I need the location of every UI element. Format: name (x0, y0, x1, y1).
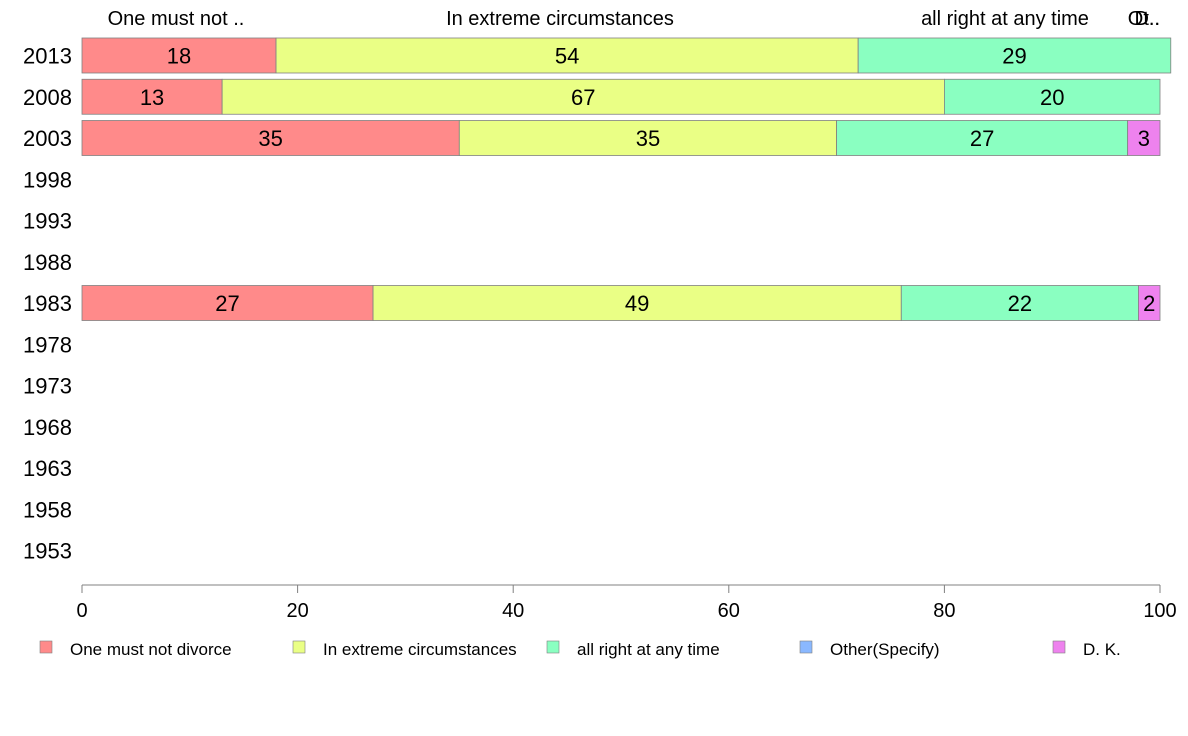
legend: One must not divorce In extreme circumsta… (39, 640, 1121, 659)
bar-segment (275, 37, 859, 74)
bar-segment (1127, 120, 1161, 156)
y-tick-label: 2003 (23, 126, 72, 151)
bar-segment (372, 285, 902, 321)
bar-segment (944, 78, 1161, 115)
bar-value-label: 67 (571, 85, 595, 110)
bar-segment (1138, 285, 1161, 321)
legend-swatch (1052, 640, 1066, 654)
y-tick-label: 2013 (23, 44, 72, 69)
bar-value-label: 54 (555, 44, 579, 69)
y-tick-label: 1993 (23, 209, 72, 234)
legend-label: In extreme circumstances (323, 640, 517, 659)
bar-value-label: 29 (1002, 44, 1026, 69)
x-tick-label: 0 (76, 600, 87, 622)
top-label: In extreme circumstances (446, 8, 674, 30)
y-tick-label: 2008 (23, 85, 72, 110)
top-label: all right at any time (921, 8, 1089, 30)
bar-segment (81, 120, 460, 156)
y-tick-label: 1963 (23, 456, 72, 481)
bar-value-label: 18 (167, 44, 191, 69)
bar-value-label: 27 (970, 126, 994, 151)
bar-segment (458, 120, 837, 156)
bar-value-label: 35 (636, 126, 660, 151)
x-tick-label: 100 (1143, 600, 1176, 622)
legend-swatch (292, 640, 306, 654)
y-axis-labels: 2013 2008 2003 1998 1993 1988 1983 1978 1973 1968… (23, 44, 72, 564)
bar-segment (81, 285, 374, 321)
x-tick-label: 20 (286, 600, 308, 622)
bar-value-label: 3 (1138, 126, 1150, 151)
bar-value-label: 22 (1008, 291, 1032, 316)
x-tick-label: 60 (718, 600, 740, 622)
top-label-dk: D.. (1134, 8, 1160, 30)
bar-value-label: 35 (258, 126, 282, 151)
y-tick-label: 1983 (23, 291, 72, 316)
bar-value-label: 2 (1143, 291, 1155, 316)
legend-swatch (39, 640, 53, 654)
legend-label: Other(Specify) (830, 640, 940, 659)
x-tick-label: 40 (502, 600, 524, 622)
top-label: One must not .. (108, 8, 245, 30)
y-tick-label: 1988 (23, 250, 72, 275)
y-tick-label: 1958 (23, 497, 72, 522)
bar-value-label: 49 (625, 291, 649, 316)
x-tick-label: 80 (933, 600, 955, 622)
y-tick-label: 1978 (23, 332, 72, 357)
bar-segment (857, 37, 1172, 74)
x-axis: 0 20 40 60 80 100 (76, 584, 1177, 622)
bar-value-label: 27 (215, 291, 239, 316)
legend-label: D. K. (1083, 640, 1121, 659)
bar-value-label: 20 (1040, 85, 1064, 110)
y-tick-label: 1998 (23, 167, 72, 192)
top-label-other: Ot.. (1128, 8, 1160, 30)
top-category-labels: One must not .. In extreme circumstances a… (108, 8, 1160, 30)
legend-label: One must not divorce (70, 640, 232, 659)
bar-segment (836, 120, 1129, 156)
legend-label: all right at any time (577, 640, 720, 659)
legend-swatch (799, 640, 813, 654)
bar-segment (900, 285, 1139, 321)
y-tick-label: 1973 (23, 374, 72, 399)
bar-segment (221, 78, 945, 115)
bar-value-label: 13 (140, 85, 164, 110)
y-tick-label: 1953 (23, 539, 72, 564)
y-tick-label: 1968 (23, 415, 72, 440)
legend-swatch (546, 640, 560, 654)
